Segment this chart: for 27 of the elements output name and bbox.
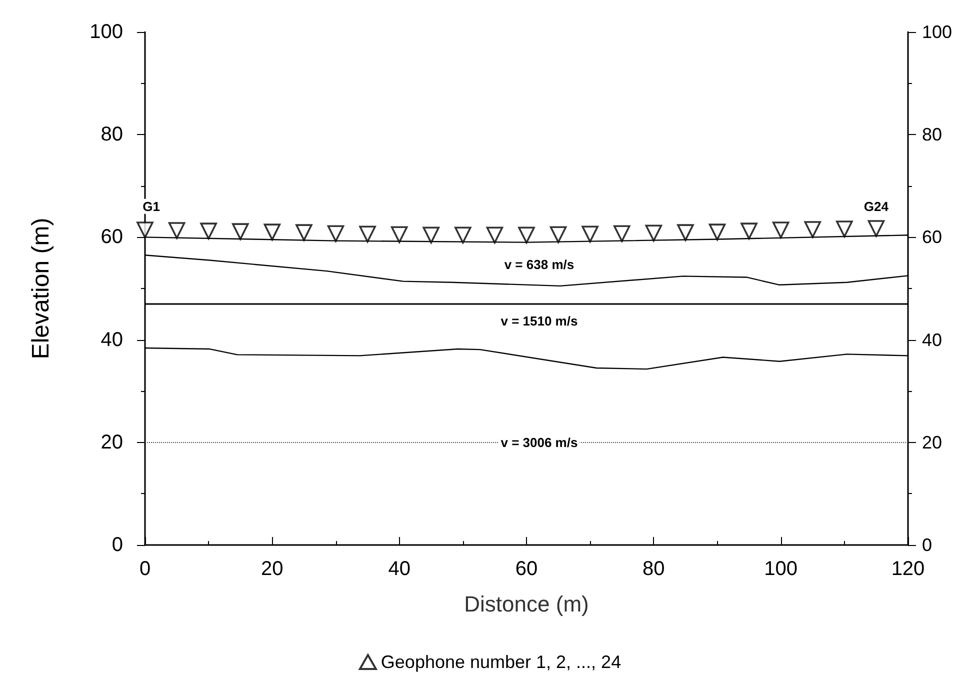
x-tick-label: 120 <box>891 558 925 580</box>
y2-tick-label: 60 <box>922 227 942 248</box>
legend-label: Geophone number 1, 2, ..., 24 <box>380 652 622 672</box>
y2-tick-label: 0 <box>922 535 932 555</box>
y-axis-title: Elevation (m) <box>28 218 54 360</box>
annotation: v = 638 m/s <box>504 256 574 272</box>
annotation: v = 3006 m/s <box>500 434 578 450</box>
y2-tick-label: 80 <box>922 124 942 145</box>
y2-tick-label: 40 <box>922 330 942 350</box>
x-tick-label: 20 <box>261 558 284 580</box>
y-tick-label: 20 <box>100 431 123 454</box>
x-tick-label: 100 <box>764 558 798 580</box>
y-tick-label: 0 <box>112 534 123 556</box>
y-tick-label: 60 <box>100 226 123 248</box>
y2-tick-label: 100 <box>922 22 952 42</box>
y-tick-label: 40 <box>100 328 123 351</box>
y-tick-label: 80 <box>100 124 123 146</box>
x-tick-label: 40 <box>388 558 410 580</box>
annotation: G1 <box>142 198 160 214</box>
annotation: v = 1510 m/s <box>500 313 578 328</box>
x-tick-label: 80 <box>642 558 665 580</box>
y2-tick-label: 20 <box>922 432 942 452</box>
annotation: G24 <box>864 198 890 214</box>
x-tick-label: 0 <box>139 558 151 580</box>
x-axis-title: Distonce (m) <box>464 592 589 616</box>
x-tick-label: 60 <box>515 558 538 580</box>
y-tick-label: 100 <box>90 21 123 43</box>
